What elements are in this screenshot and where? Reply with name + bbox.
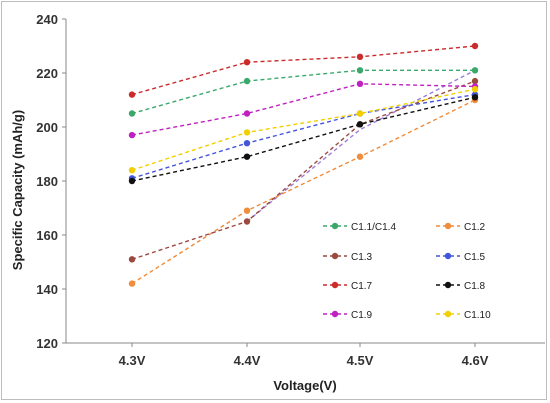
series-line xyxy=(131,93,476,179)
y-tick-label: 180 xyxy=(36,174,58,189)
legend-item: C1.1/C1.4 xyxy=(323,222,396,233)
legend-item: C1.10 xyxy=(436,310,491,321)
y-tick-label: 160 xyxy=(36,228,58,243)
legend-item: C1.7 xyxy=(323,281,373,292)
legend-swatch-marker xyxy=(331,252,339,260)
data-point xyxy=(128,91,136,98)
legend-label: C1.1/C1.4 xyxy=(351,222,396,233)
data-point xyxy=(356,53,364,60)
data-point xyxy=(128,177,136,185)
y-tick-label: 200 xyxy=(36,120,58,135)
series-C1-5 xyxy=(128,91,479,182)
x-tick-label: 4.4V xyxy=(234,353,261,368)
data-point xyxy=(128,280,136,287)
series-layer xyxy=(128,42,479,287)
legend-label: C1.8 xyxy=(464,281,486,292)
data-point xyxy=(243,77,251,85)
data-point xyxy=(356,110,364,117)
data-point xyxy=(356,67,364,74)
series-line xyxy=(131,45,476,96)
legend-label: C1.7 xyxy=(351,281,373,292)
y-tick-label: 240 xyxy=(36,12,58,27)
x-tick-label: 4.3V xyxy=(119,353,146,368)
x-tick-label: 4.6V xyxy=(462,353,489,368)
legend-label: C1.9 xyxy=(351,310,373,321)
series-line xyxy=(131,88,476,171)
data-point xyxy=(471,94,479,101)
legend-swatch-marker xyxy=(444,252,452,260)
series-C1-8 xyxy=(128,94,479,185)
data-point xyxy=(128,131,136,139)
legend-label: C1.2 xyxy=(464,222,486,233)
data-point xyxy=(471,86,479,93)
legend-swatch-marker xyxy=(331,310,339,318)
series-C1-10 xyxy=(128,86,479,174)
legend-item: C1.3 xyxy=(323,252,373,263)
data-point xyxy=(356,80,364,88)
legend-swatch-marker xyxy=(331,281,339,289)
series-C1-7 xyxy=(128,42,479,98)
legend: C1.1/C1.4 C1.2 C1.3 C1.5 C1.7 C1.8 C1.9 C1.10 xyxy=(323,222,491,321)
y-tick-label: 140 xyxy=(36,282,58,297)
data-point xyxy=(243,59,251,66)
legend-item: C1.8 xyxy=(436,281,486,292)
series-line xyxy=(131,69,475,115)
series-line xyxy=(131,83,476,136)
series-line xyxy=(131,80,476,260)
axes: 120 140 160 180 200 220 240 4.3V 4.4V 4.5V 4.6V xyxy=(36,12,545,368)
data-point xyxy=(471,42,479,50)
data-point xyxy=(356,153,364,160)
legend-swatch-marker xyxy=(331,222,339,230)
series-C1-1-C1-4 xyxy=(128,67,479,117)
data-point xyxy=(471,67,479,74)
series-line xyxy=(131,96,476,182)
data-point xyxy=(243,110,251,117)
series-C1-9 xyxy=(128,80,479,139)
data-point xyxy=(243,218,251,225)
series-line xyxy=(246,69,476,223)
data-point xyxy=(128,110,136,117)
legend-item: C1.9 xyxy=(323,310,373,321)
y-tick-label: 120 xyxy=(36,336,58,351)
data-point xyxy=(243,207,251,214)
data-point xyxy=(243,129,251,136)
x-axis-title: Voltage(V) xyxy=(273,378,336,393)
legend-label: C1.5 xyxy=(464,252,486,263)
data-point xyxy=(243,153,251,160)
y-axis-title: Specific Capacity (mAh/g) xyxy=(10,110,25,270)
y-tick-label: 220 xyxy=(36,66,58,81)
legend-item: C1.5 xyxy=(436,252,486,263)
legend-label: C1.3 xyxy=(351,252,373,263)
legend-swatch-marker xyxy=(444,222,452,230)
data-point xyxy=(243,140,251,147)
data-point xyxy=(128,256,136,263)
series-extra-0 xyxy=(246,69,476,223)
legend-item: C1.2 xyxy=(436,222,486,233)
series-line xyxy=(131,99,476,285)
data-point xyxy=(356,121,364,128)
legend-swatch-marker xyxy=(444,310,452,318)
data-point xyxy=(128,167,136,174)
legend-label: C1.10 xyxy=(464,310,491,321)
data-point xyxy=(471,77,479,85)
legend-swatch-marker xyxy=(444,281,452,289)
x-tick-label: 4.5V xyxy=(347,353,374,368)
